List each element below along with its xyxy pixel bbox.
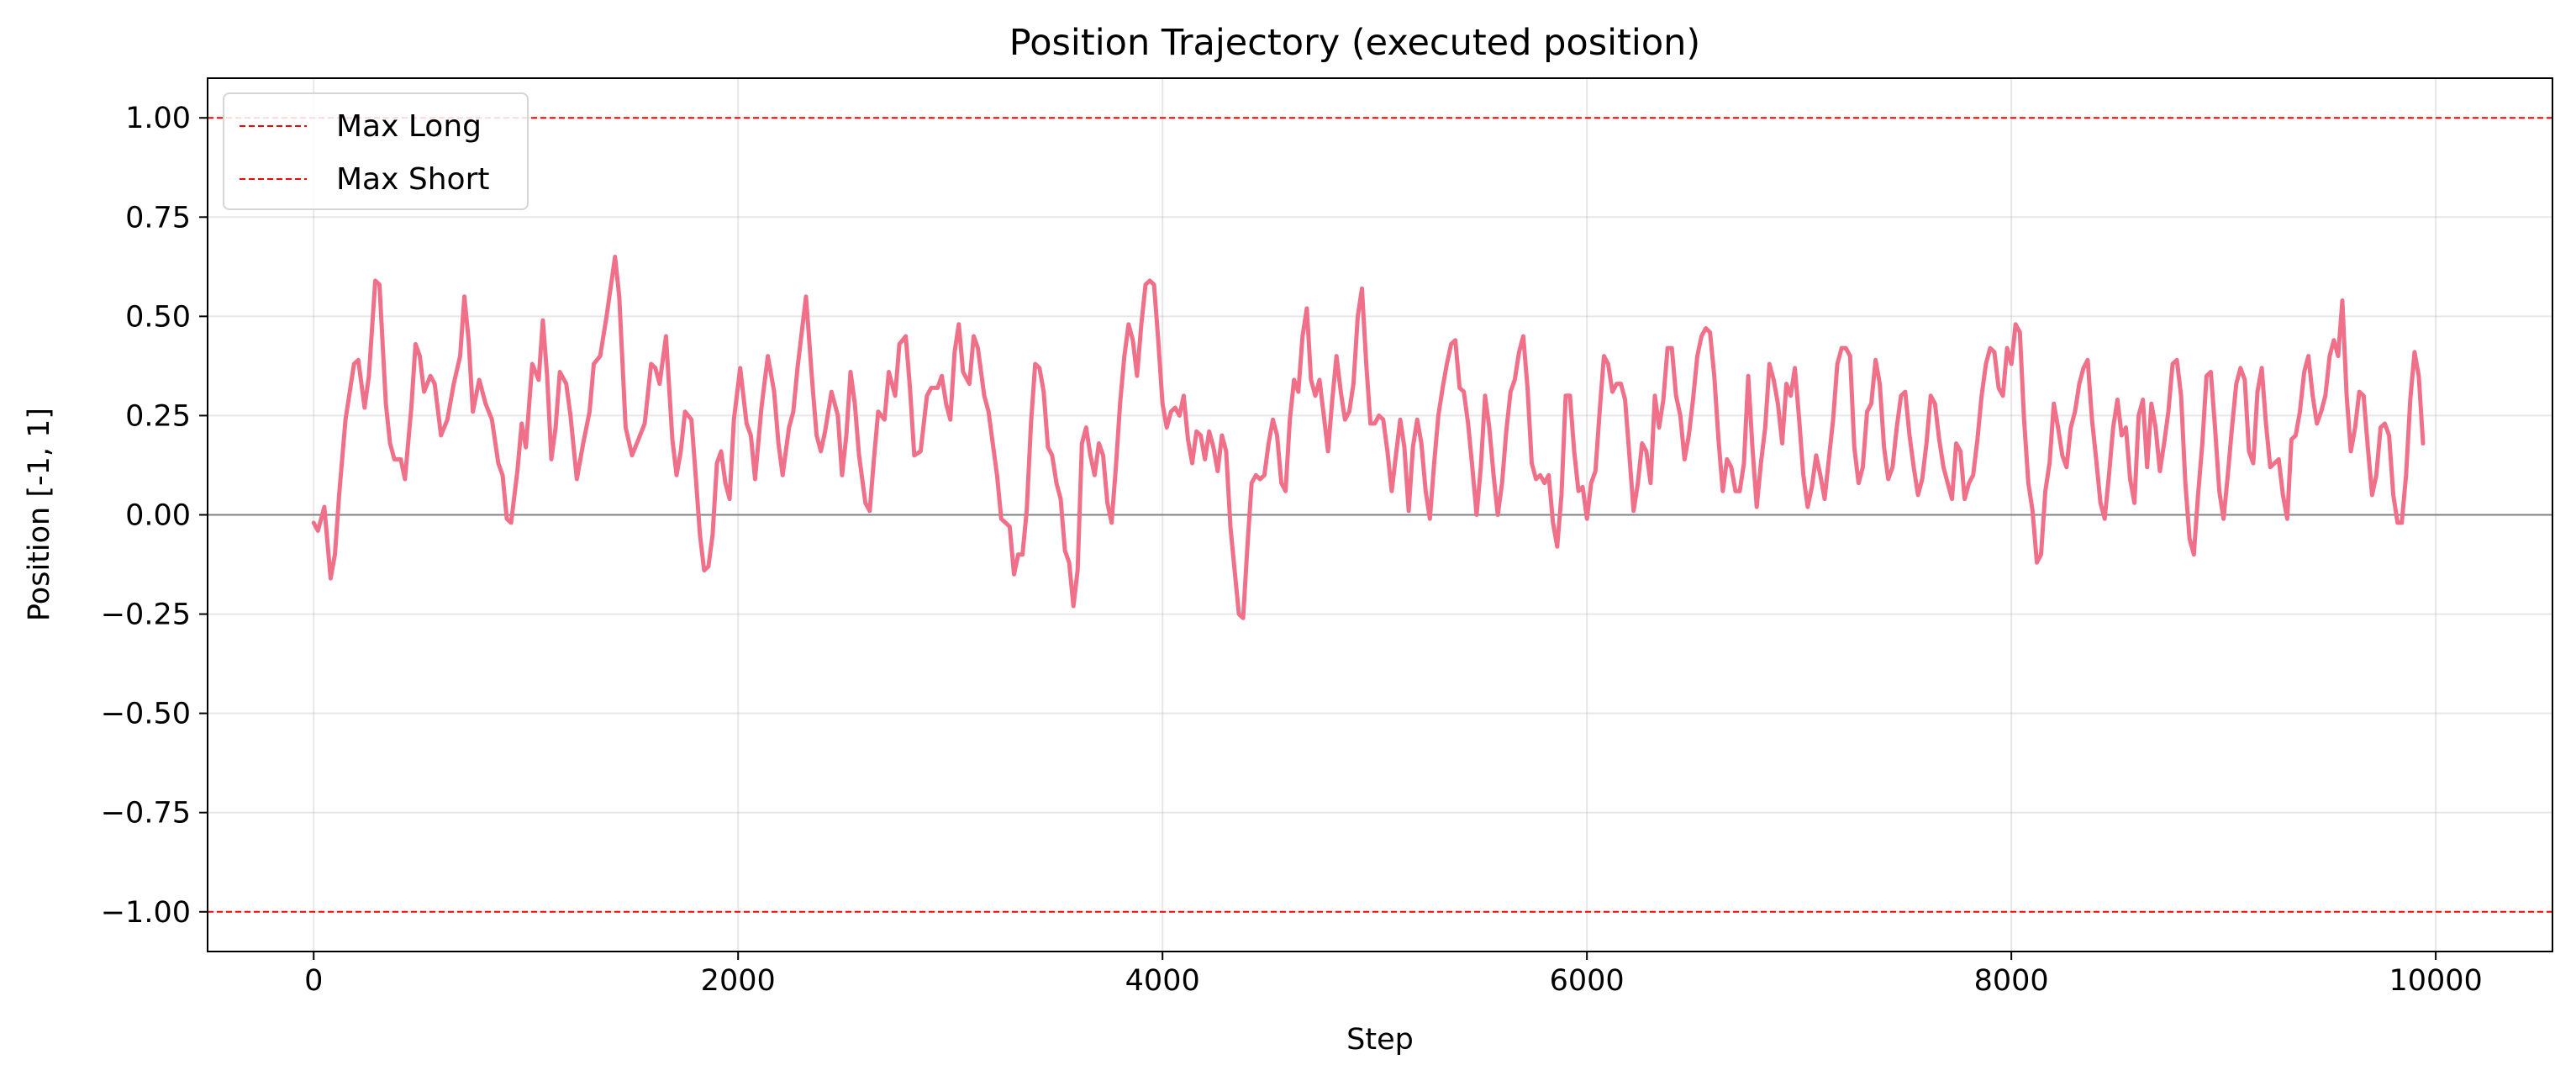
y-tick-label: 1.00 xyxy=(125,102,191,135)
y-tick-label: −0.50 xyxy=(101,698,191,731)
y-tick-label: −0.75 xyxy=(101,797,191,830)
legend-label-max-long: Max Long xyxy=(336,109,482,144)
y-tick-label: 0.75 xyxy=(125,201,191,235)
y-tick-label: 0.00 xyxy=(125,499,191,533)
series-layer xyxy=(311,255,2426,620)
reference-lines xyxy=(208,117,2552,913)
x-tick-label: 8000 xyxy=(1974,964,2049,998)
x-axis-ticks: 0 2000 4000 6000 8000 10000 xyxy=(304,952,2483,998)
y-axis-ticks: 1.00 0.75 0.50 0.25 0.00 −0.25 −0.50 −0.75 −1.00 xyxy=(101,102,208,930)
y-tick-label: 0.50 xyxy=(125,300,191,334)
x-tick-label: 6000 xyxy=(1550,964,1625,998)
y-tick-label: −1.00 xyxy=(101,896,191,930)
x-tick-label: 2000 xyxy=(701,964,776,998)
x-axis-label: Step xyxy=(1346,1023,1414,1057)
y-tick-label: 0.25 xyxy=(125,399,191,433)
x-tick-label: 10000 xyxy=(2389,964,2482,998)
x-tick-label: 0 xyxy=(304,964,323,998)
legend: Max Long Max Short xyxy=(223,92,529,210)
y-axis-label: Position [-1, 1] xyxy=(23,408,56,621)
legend-label-max-short: Max Short xyxy=(336,162,489,197)
legend-box xyxy=(223,92,529,210)
x-tick-label: 4000 xyxy=(1125,964,1200,998)
position-series-line xyxy=(311,255,2426,620)
chart-title: Position Trajectory (executed position) xyxy=(1009,22,1700,64)
y-tick-label: −0.25 xyxy=(101,598,191,632)
